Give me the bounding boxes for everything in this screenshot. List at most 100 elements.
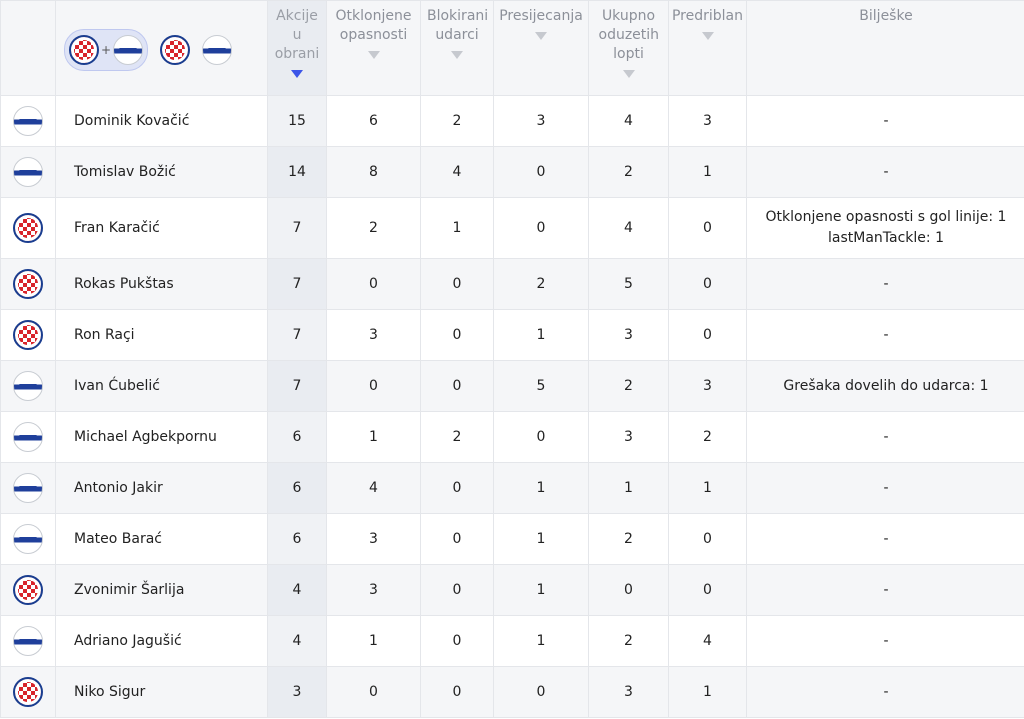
hajduk-crest-icon — [13, 320, 43, 350]
table-row[interactable]: Fran Karačić 7 2 1 0 4 0 Otklonjene opasnosti s… — [0, 197, 1024, 259]
notes-cell: - — [746, 666, 1024, 718]
stat-akcije: 6 — [267, 513, 327, 565]
header-row: + Akcije u obrani Otklonjene opasnosti Blo… — [0, 0, 1024, 96]
crest-cell — [0, 146, 56, 198]
table-row[interactable]: Dominik Kovačić 15 6 2 3 4 3- — [0, 95, 1024, 147]
slaven-crest-icon — [13, 473, 43, 503]
stat-otklonjene: 1 — [326, 411, 421, 463]
stat-presijecanja: 1 — [493, 513, 589, 565]
table-row[interactable]: Tomislav Božić 14 8 4 0 2 1 - — [0, 146, 1024, 198]
crest-cell — [0, 309, 56, 361]
table-row[interactable]: Ron Raçi 7 3 0 1 3 0- — [0, 309, 1024, 361]
table-row[interactable]: Rokas Pukštas 7 0 0 2 5 0- — [0, 258, 1024, 310]
stat-akcije: 7 — [267, 197, 327, 259]
stat-otklonjene: 4 — [326, 462, 421, 514]
stat-blokirani: 4 — [420, 146, 494, 198]
table-row[interactable]: Niko Sigur 3 0 0 0 3 1- — [0, 666, 1024, 718]
sort-icon — [701, 32, 714, 40]
player-name[interactable]: Ron Raçi — [55, 309, 268, 361]
stat-otklonjene: 1 — [326, 615, 421, 667]
column-label: Bilješke — [859, 8, 913, 24]
note-line: - — [883, 163, 889, 180]
stat-oduzete: 4 — [588, 197, 669, 259]
table-row[interactable]: Antonio Jakir 6 4 0 1 1 1- — [0, 462, 1024, 514]
notes-cell: - — [746, 564, 1024, 616]
hajduk-crest-icon — [13, 213, 43, 243]
stat-predriblan: 3 — [668, 360, 747, 412]
stat-predriblan: 1 — [668, 666, 747, 718]
crest-cell — [0, 411, 56, 463]
column-header-blokirani[interactable]: Blokirani udarci — [420, 0, 494, 96]
team-filter-both[interactable]: + — [64, 29, 149, 71]
notes-cell: - — [746, 513, 1024, 565]
column-header-otklonjene[interactable]: Otklonjene opasnosti — [326, 0, 421, 96]
stat-akcije: 15 — [267, 95, 327, 147]
column-header-predriblan[interactable]: Predriblan — [668, 0, 747, 96]
player-name[interactable]: Ivan Ćubelić — [55, 360, 268, 412]
table-row[interactable]: Ivan Ćubelić 7 0 0 5 2 3 Grešaka dovelih do uda… — [0, 360, 1024, 412]
table-body: Dominik Kovačić 15 6 2 3 4 3- Tomislav Božić 14 8… — [0, 95, 1024, 718]
stat-akcije: 7 — [267, 258, 327, 310]
stat-otklonjene: 0 — [326, 258, 421, 310]
notes-cell: - — [746, 462, 1024, 514]
player-name[interactable]: Zvonimir Šarlija — [55, 564, 268, 616]
stat-otklonjene: 2 — [326, 197, 421, 259]
note-line: - — [883, 275, 889, 292]
stat-otklonjene: 3 — [326, 513, 421, 565]
player-name[interactable]: Niko Sigur — [55, 666, 268, 718]
column-header-oduzete[interactable]: Ukupno oduzetih lopti — [588, 0, 669, 96]
table-row[interactable]: Mateo Barać 6 3 0 1 2 0- — [0, 513, 1024, 565]
stat-otklonjene: 8 — [326, 146, 421, 198]
player-name[interactable]: Antonio Jakir — [55, 462, 268, 514]
team-filter-header: + — [55, 0, 268, 96]
stat-oduzete: 2 — [588, 360, 669, 412]
stat-akcije: 6 — [267, 411, 327, 463]
stat-presijecanja: 0 — [493, 411, 589, 463]
stat-blokirani: 0 — [420, 462, 494, 514]
sort-icon — [622, 70, 635, 78]
plus-sign: + — [101, 42, 112, 57]
note-line: - — [883, 530, 889, 547]
stat-akcije: 4 — [267, 615, 327, 667]
crest-cell — [0, 95, 56, 147]
team-filter-slaven[interactable] — [202, 35, 233, 65]
stat-blokirani: 0 — [420, 666, 494, 718]
stat-oduzete: 3 — [588, 411, 669, 463]
player-name[interactable]: Mateo Barać — [55, 513, 268, 565]
stat-predriblan: 0 — [668, 258, 747, 310]
column-header-akcije[interactable]: Akcije u obrani — [267, 0, 327, 96]
stat-oduzete: 3 — [588, 666, 669, 718]
player-name[interactable]: Tomislav Božić — [55, 146, 268, 198]
stat-presijecanja: 0 — [493, 197, 589, 259]
crest-cell — [0, 564, 56, 616]
sort-icon — [367, 51, 380, 59]
notes-cell: - — [746, 258, 1024, 310]
stat-otklonjene: 0 — [326, 666, 421, 718]
stat-predriblan: 0 — [668, 564, 747, 616]
crest-cell — [0, 197, 56, 259]
note-line: Otklonjene opasnosti s gol linije: 1 — [765, 209, 1007, 225]
crest-cell — [0, 258, 56, 310]
crest-cell — [0, 513, 56, 565]
player-name[interactable]: Fran Karačić — [55, 197, 268, 259]
team-filter-hajduk[interactable] — [160, 35, 191, 65]
stat-oduzete: 5 — [588, 258, 669, 310]
notes-cell: Otklonjene opasnosti s gol linije: 1 last… — [746, 197, 1024, 259]
player-name[interactable]: Dominik Kovačić — [55, 95, 268, 147]
stat-akcije: 3 — [267, 666, 327, 718]
stat-akcije: 14 — [267, 146, 327, 198]
sort-icon — [535, 32, 547, 40]
player-name[interactable]: Michael Agbekpornu — [55, 411, 268, 463]
stat-oduzete: 2 — [588, 146, 669, 198]
table-row[interactable]: Zvonimir Šarlija 4 3 0 1 0 0- — [0, 564, 1024, 616]
table-row[interactable]: Michael Agbekpornu 6 1 2 0 3 2- — [0, 411, 1024, 463]
stat-akcije: 7 — [267, 360, 327, 412]
crest-cell — [0, 360, 56, 412]
table-row[interactable]: Adriano Jagušić 4 1 0 1 2 4- — [0, 615, 1024, 667]
stat-oduzete: 1 — [588, 462, 669, 514]
player-name[interactable]: Adriano Jagušić — [55, 615, 268, 667]
stat-blokirani: 0 — [420, 564, 494, 616]
stat-presijecanja: 3 — [493, 95, 589, 147]
column-header-presijecanja[interactable]: Presijecanja — [493, 0, 589, 96]
player-name[interactable]: Rokas Pukštas — [55, 258, 268, 310]
